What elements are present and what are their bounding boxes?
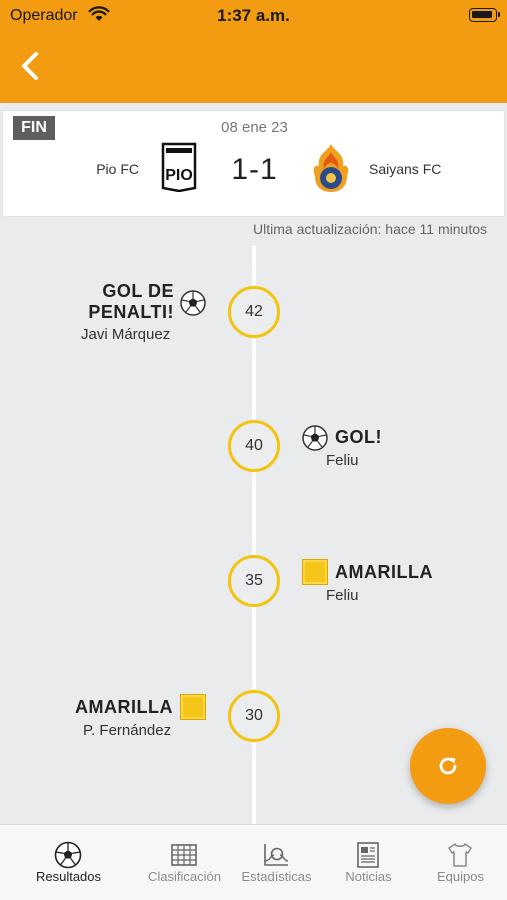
table-icon — [171, 844, 197, 866]
event-title: GOL! — [335, 427, 382, 447]
yellow-card-icon — [302, 559, 328, 585]
event-title: GOL DE PENALTI! — [88, 281, 174, 322]
tab-label: Resultados — [35, 869, 102, 884]
stats-icon — [264, 844, 289, 866]
back-button[interactable] — [12, 45, 52, 87]
soccer-ball-icon — [302, 425, 328, 451]
tab-noticias[interactable]: Noticias — [318, 825, 419, 900]
home-team-name: Pio FC — [96, 161, 139, 177]
chevron-left-icon — [22, 52, 38, 80]
refresh-icon — [439, 757, 457, 775]
last-update-text: Ultima actualización: hace 11 minutos — [253, 221, 487, 237]
event-player: P. Fernández — [83, 722, 172, 739]
tab-label: Clasificación — [148, 869, 221, 884]
tab-clasificacion[interactable]: Clasificación — [134, 825, 235, 900]
tab-label: Noticias — [345, 869, 392, 884]
bottom-tab-bar: Resultados Clasificación Estadísticas No… — [0, 824, 507, 900]
status-bar: Operador 1:37 a.m. — [0, 0, 507, 34]
away-team-crest-icon — [313, 144, 349, 192]
minute-marker: 30 — [228, 690, 280, 742]
tab-equipos[interactable]: Equipos — [410, 825, 507, 900]
refresh-button[interactable] — [410, 728, 486, 804]
timeline-line — [252, 246, 256, 824]
match-score: 1-1 — [231, 153, 278, 186]
event-title: AMARILLA — [75, 697, 173, 717]
away-team-name: Saiyans FC — [369, 161, 442, 177]
wifi-icon — [88, 6, 110, 21]
event-player: Javi Márquez — [81, 326, 171, 343]
yellow-card-icon — [180, 694, 206, 720]
soccer-ball-icon — [180, 290, 206, 316]
clock: 1:37 a.m. — [217, 6, 290, 25]
event-player: Feliu — [326, 452, 359, 469]
battery-icon — [469, 8, 500, 22]
home-team-crest-icon: PIO — [161, 142, 197, 192]
tab-resultados[interactable]: Resultados — [18, 825, 119, 900]
minute-marker: 42 — [228, 286, 280, 338]
match-summary-card: FIN 08 ene 23 Pio FC PIO 1-1 Saiyans FC — [2, 110, 505, 217]
minute-marker: 40 — [228, 420, 280, 472]
minute-marker: 35 — [228, 555, 280, 607]
tab-estadisticas[interactable]: Estadísticas — [226, 825, 327, 900]
match-date: 08 ene 23 — [221, 119, 288, 136]
newspaper-icon — [357, 842, 379, 868]
event-player: Feliu — [326, 587, 359, 604]
tab-label: Estadísticas — [241, 869, 312, 884]
carrier-label: Operador — [10, 7, 78, 24]
event-title: AMARILLA — [335, 562, 433, 582]
home-crest-text: PIO — [165, 167, 193, 184]
app-header: Operador 1:37 a.m. — [0, 0, 507, 103]
tab-label: Equipos — [437, 869, 484, 884]
match-status-badge: FIN — [13, 116, 55, 140]
shirt-icon — [448, 843, 472, 867]
soccer-ball-icon — [54, 841, 82, 869]
